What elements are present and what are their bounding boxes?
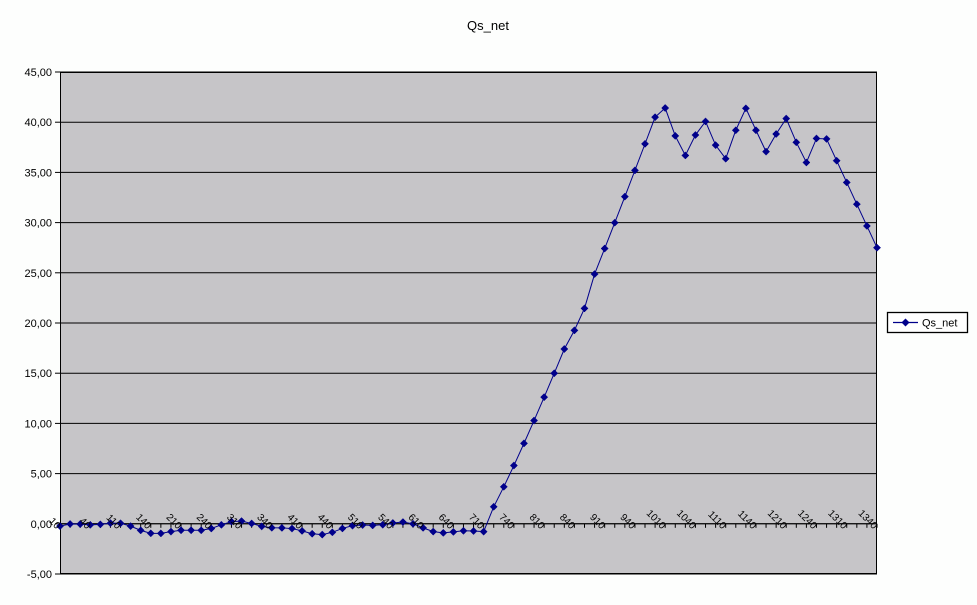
svg-text:10,00: 10,00 — [24, 418, 52, 430]
svg-text:35,00: 35,00 — [24, 167, 52, 179]
svg-text:Qs_net: Qs_net — [922, 318, 957, 330]
svg-text:20,00: 20,00 — [24, 318, 52, 330]
svg-text:25,00: 25,00 — [24, 268, 52, 280]
svg-text:30,00: 30,00 — [24, 218, 52, 230]
svg-text:45,00: 45,00 — [24, 67, 52, 79]
svg-text:5,00: 5,00 — [31, 469, 52, 481]
svg-text:40,00: 40,00 — [24, 117, 52, 129]
svg-text:-5,00: -5,00 — [27, 569, 52, 581]
svg-text:15,00: 15,00 — [24, 368, 52, 380]
svg-text:Qs_net: Qs_net — [467, 18, 509, 33]
